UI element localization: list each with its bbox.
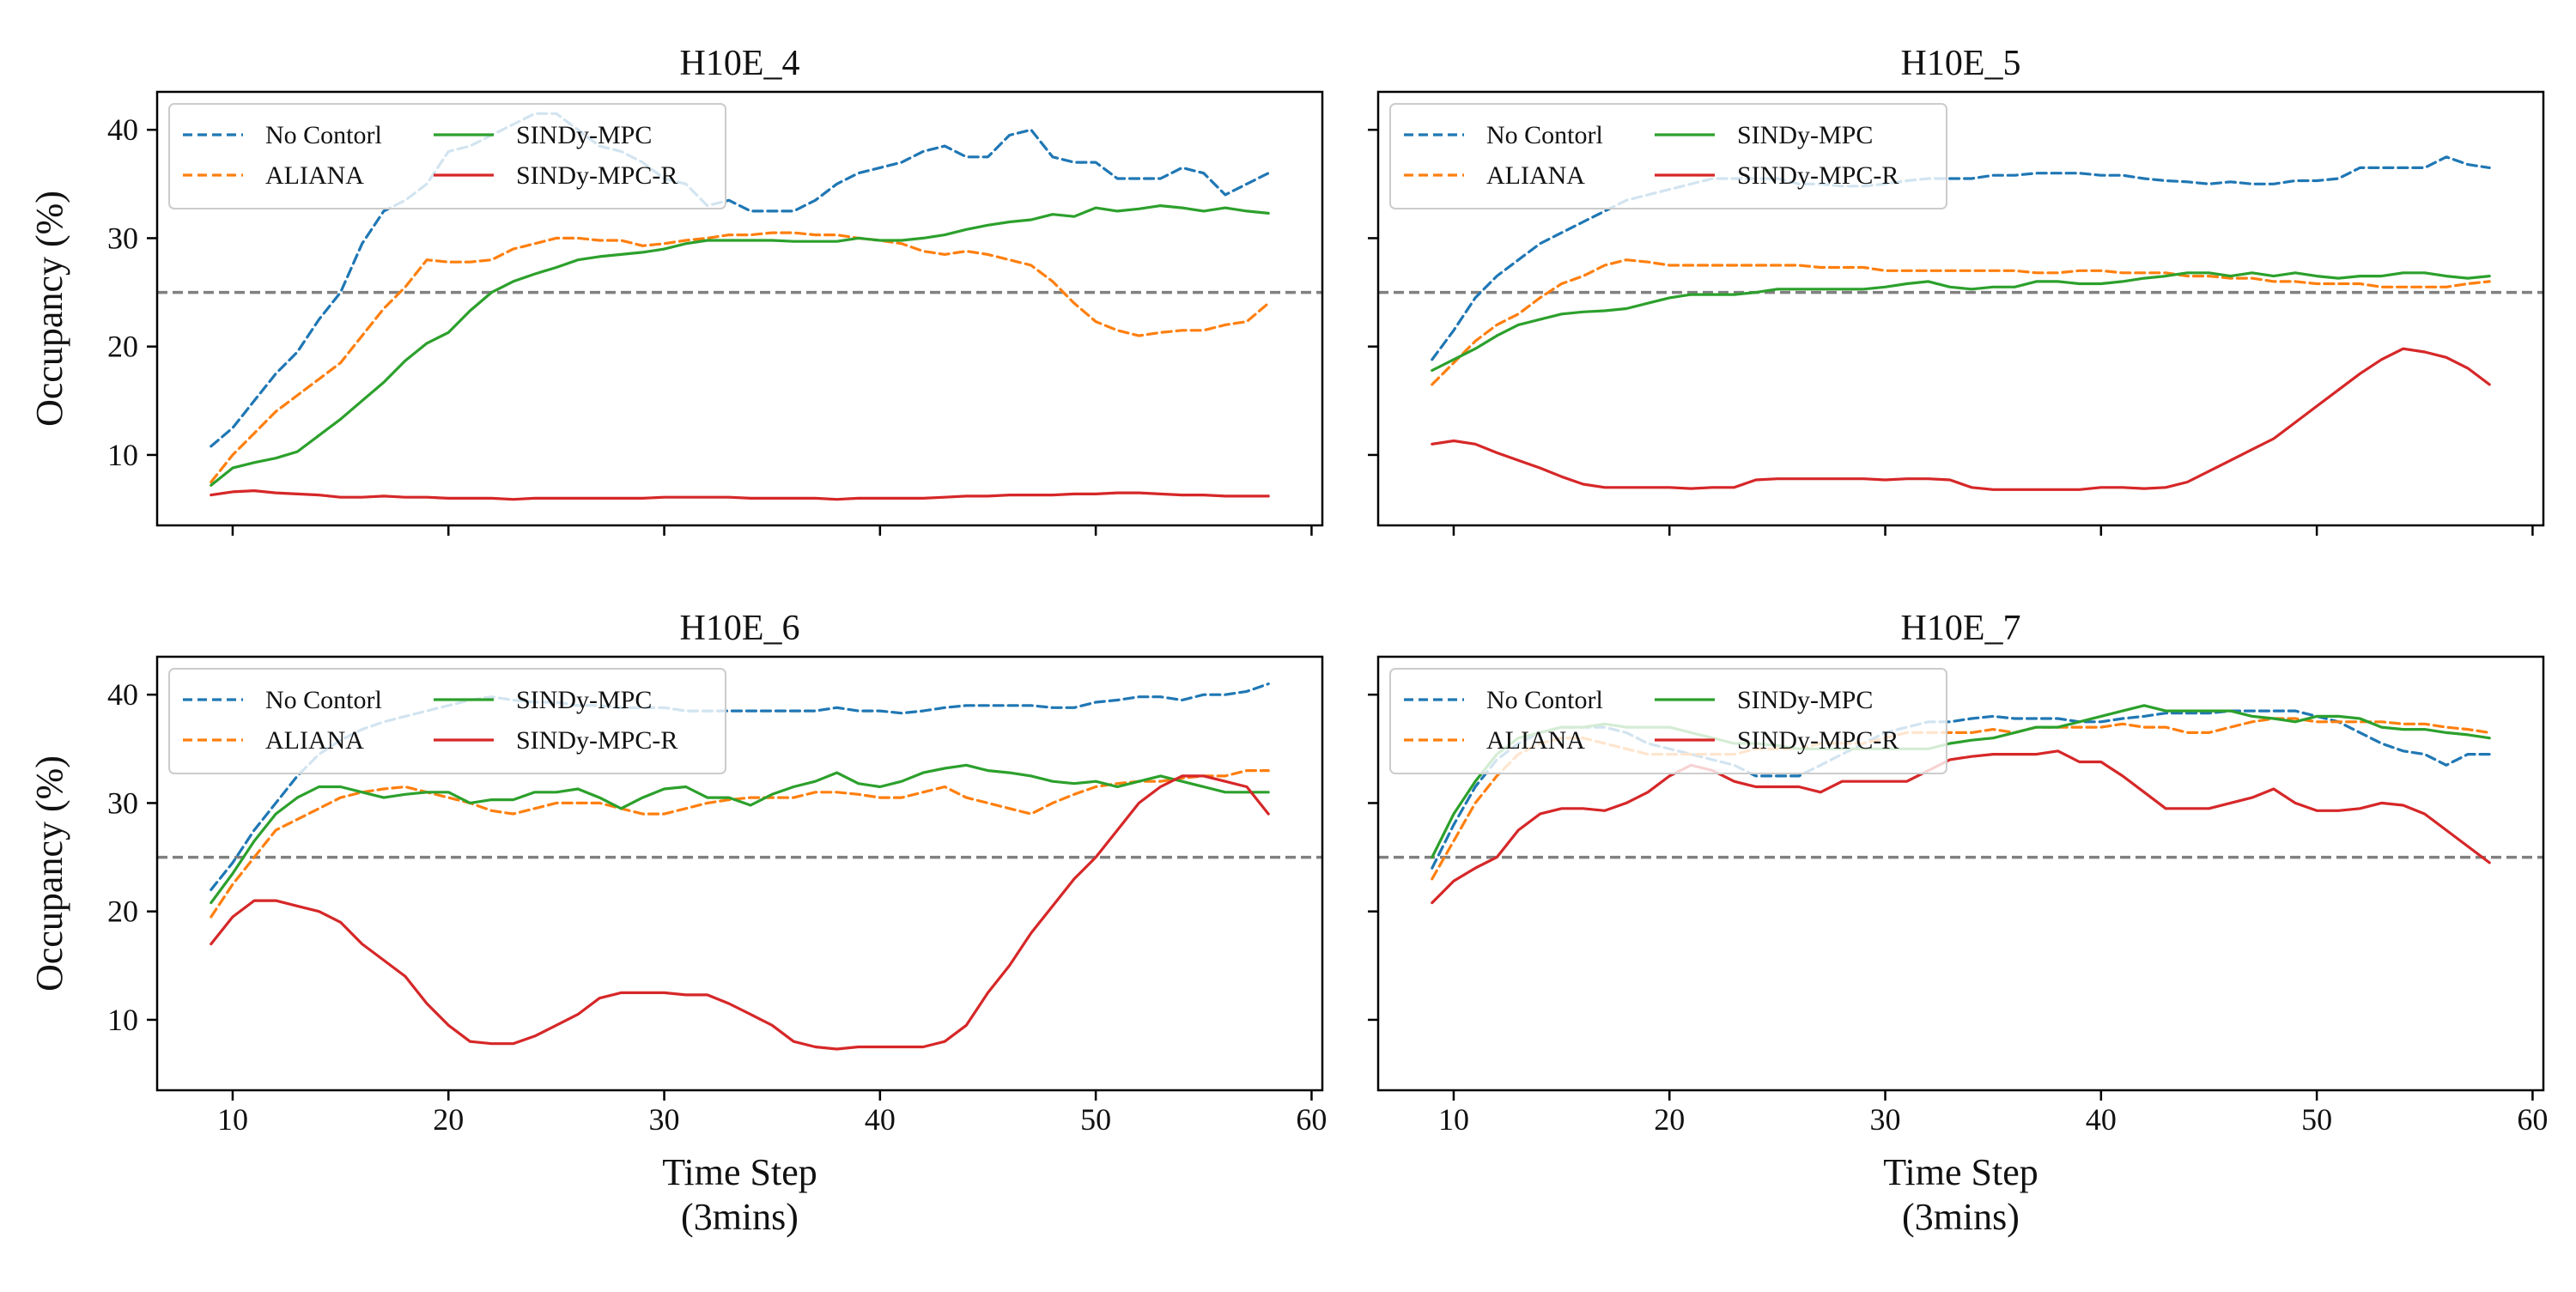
series-line-sindy-mpc-r	[1431, 347, 2491, 491]
axes-frame	[1376, 655, 2545, 1092]
x-axis-label: Time Step	[662, 1151, 817, 1193]
series-line-aliana	[1431, 717, 2491, 881]
series-line-sindy-mpc	[210, 204, 1270, 487]
chart-panel-1: 10 20 30 40 H10E_4 Occupancy (%) No Contorl ALI…	[28, 44, 1324, 536]
panel-title: H10E_4	[680, 44, 800, 83]
y-tick-label: 10	[107, 1003, 138, 1037]
x-tick-label: 50	[2301, 1102, 2332, 1137]
legend-label-no-contorl: No Contorl	[265, 686, 382, 714]
x-axis-label-unit: (3mins)	[681, 1196, 799, 1238]
x-tick-label: 50	[1080, 1102, 1111, 1137]
legend-label-sindy-mpc-r: SINDy-MPC-R	[516, 726, 677, 755]
chart-panel-3: 10 20 30 40 50 60 10 20 30 40 H10E_6 Occupancy (%) T…	[28, 609, 1327, 1238]
x-axis-label-unit: (3mins)	[1902, 1196, 2020, 1238]
y-tick-label: 20	[107, 895, 138, 929]
x-tick-label: 60	[2517, 1102, 2548, 1137]
legend-label-aliana: ALIANA	[1486, 726, 1585, 755]
x-tick-label: 30	[1870, 1102, 1901, 1137]
x-tick-label: 20	[433, 1102, 464, 1137]
axes-frame	[1376, 90, 2545, 527]
y-tick-label: 30	[107, 786, 138, 820]
legend-label-sindy-mpc: SINDy-MPC	[1737, 686, 1873, 714]
legend-label-sindy-mpc: SINDy-MPC	[516, 686, 652, 714]
legend-label-sindy-mpc-r: SINDy-MPC-R	[516, 161, 677, 190]
x-tick-label: 10	[217, 1102, 248, 1137]
x-tick-label: 20	[1654, 1102, 1685, 1137]
legend-label-sindy-mpc-r: SINDy-MPC-R	[1737, 726, 1899, 755]
y-axis-label: Occupancy (%)	[28, 755, 70, 992]
legend-label-aliana: ALIANA	[265, 161, 364, 190]
panel-title: H10E_6	[680, 609, 800, 648]
series-line-sindy-mpc-r	[210, 774, 1270, 1051]
x-tick-label: 60	[1296, 1102, 1327, 1137]
legend: No Contorl ALIANA SINDy-MPC SINDy-MPC-R	[1389, 668, 1947, 774]
panel-title: H10E_5	[1901, 44, 2021, 83]
legend-label-sindy-mpc-r: SINDy-MPC-R	[1737, 161, 1899, 190]
legend: No Contorl ALIANA SINDy-MPC SINDy-MPC-R	[1389, 103, 1947, 209]
legend-label-no-contorl: No Contorl	[1486, 121, 1603, 149]
legend-box	[1389, 103, 1947, 209]
axes-frame	[155, 655, 1324, 1092]
y-tick-label: 20	[107, 330, 138, 364]
chart-panel-2: H10E_5 No Contorl ALIANA SINDy-MPC SINDy-MPC…	[1368, 44, 2545, 536]
series-line-sindy-mpc-r	[210, 488, 1270, 501]
y-axis-label: Occupancy (%)	[28, 191, 70, 427]
x-tick-label: 10	[1438, 1102, 1469, 1137]
x-tick-label: 40	[2086, 1102, 2117, 1137]
series-line-aliana	[210, 231, 1270, 484]
legend-box	[1389, 668, 1947, 774]
legend-label-aliana: ALIANA	[265, 726, 364, 755]
y-tick-label: 40	[107, 112, 138, 147]
series-line-sindy-mpc	[1431, 271, 2491, 373]
legend-label-no-contorl: No Contorl	[1486, 686, 1603, 714]
series-line-aliana	[210, 768, 1270, 919]
legend: No Contorl ALIANA SINDy-MPC SINDy-MPC-R	[168, 668, 726, 774]
legend-box	[168, 668, 726, 774]
y-tick-label: 10	[107, 438, 138, 472]
chart-panel-4: 10 20 30 40 50 60 H10E_7 Time Step(3mins) No Con…	[1368, 609, 2548, 1238]
legend: No Contorl ALIANA SINDy-MPC SINDy-MPC-R	[168, 103, 726, 209]
series-line-sindy-mpc-r	[1431, 749, 2491, 905]
x-tick-label: 30	[649, 1102, 680, 1137]
series-line-sindy-mpc	[210, 763, 1270, 905]
legend-label-sindy-mpc: SINDy-MPC	[1737, 121, 1873, 149]
y-tick-label: 30	[107, 221, 138, 255]
x-axis-label: Time Step	[1883, 1151, 2038, 1193]
legend-label-no-contorl: No Contorl	[265, 121, 382, 149]
legend-box	[168, 103, 726, 209]
y-tick-label: 40	[107, 677, 138, 712]
series-line-aliana	[1431, 258, 2491, 386]
panel-title: H10E_7	[1901, 609, 2021, 648]
legend-label-sindy-mpc: SINDy-MPC	[516, 121, 652, 149]
legend-label-aliana: ALIANA	[1486, 161, 1585, 190]
x-tick-label: 40	[865, 1102, 896, 1137]
axes-frame	[155, 90, 1324, 527]
